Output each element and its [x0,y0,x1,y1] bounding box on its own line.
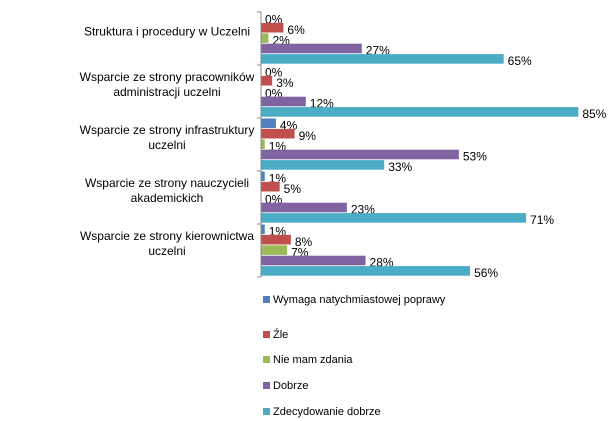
value-label: 85% [582,107,606,121]
legend-swatch [263,382,270,389]
legend-label: Źle [273,328,288,341]
bar [261,255,366,266]
bar [261,128,295,139]
bar [261,160,385,170]
category-label: Wsparcie ze strony pracowników administr… [79,69,255,99]
legend-label: Wymaga natychmiastowej poprawy [273,294,446,306]
bar [261,96,306,107]
legend-swatch [263,408,270,415]
category-label: Wsparcie ze strony infrastruktury uczeln… [79,122,255,152]
bar [261,213,527,223]
bar [261,54,504,64]
bar [261,171,265,182]
legend-label: Dobrze [273,380,308,392]
value-label: 6% [287,23,305,37]
legend-label: Zdecydowanie dobrze [273,406,381,418]
legend-swatch [263,296,270,303]
legend-swatch [263,331,270,338]
bar [261,224,265,235]
bar [261,234,291,245]
value-label: 56% [474,266,498,280]
bar [261,33,269,43]
bar [261,139,265,149]
value-label: 53% [463,150,487,164]
value-label: 3% [276,76,294,90]
bar [261,107,579,117]
bar [261,22,284,33]
legend-swatch [263,356,270,363]
bar [261,149,459,160]
value-label: 33% [388,160,412,174]
bar [261,266,471,276]
bar [261,181,280,192]
bar [261,43,362,54]
category-label: Wsparcie ze strony kierownictwa uczelni [79,228,255,258]
bar [261,202,347,213]
value-label: 5% [284,182,302,196]
bar [261,245,288,255]
value-label: 71% [530,213,554,227]
bar [261,118,276,129]
category-label: Struktura i procedury w Uczelni [83,24,251,38]
value-label: 8% [295,235,313,249]
bar [261,75,273,86]
category-label: Wsparcie ze strony nauczycieli akademick… [84,175,250,205]
value-label: 65% [508,54,532,68]
legend-label: Nie mam zdania [273,354,353,366]
value-label: 9% [299,129,317,143]
